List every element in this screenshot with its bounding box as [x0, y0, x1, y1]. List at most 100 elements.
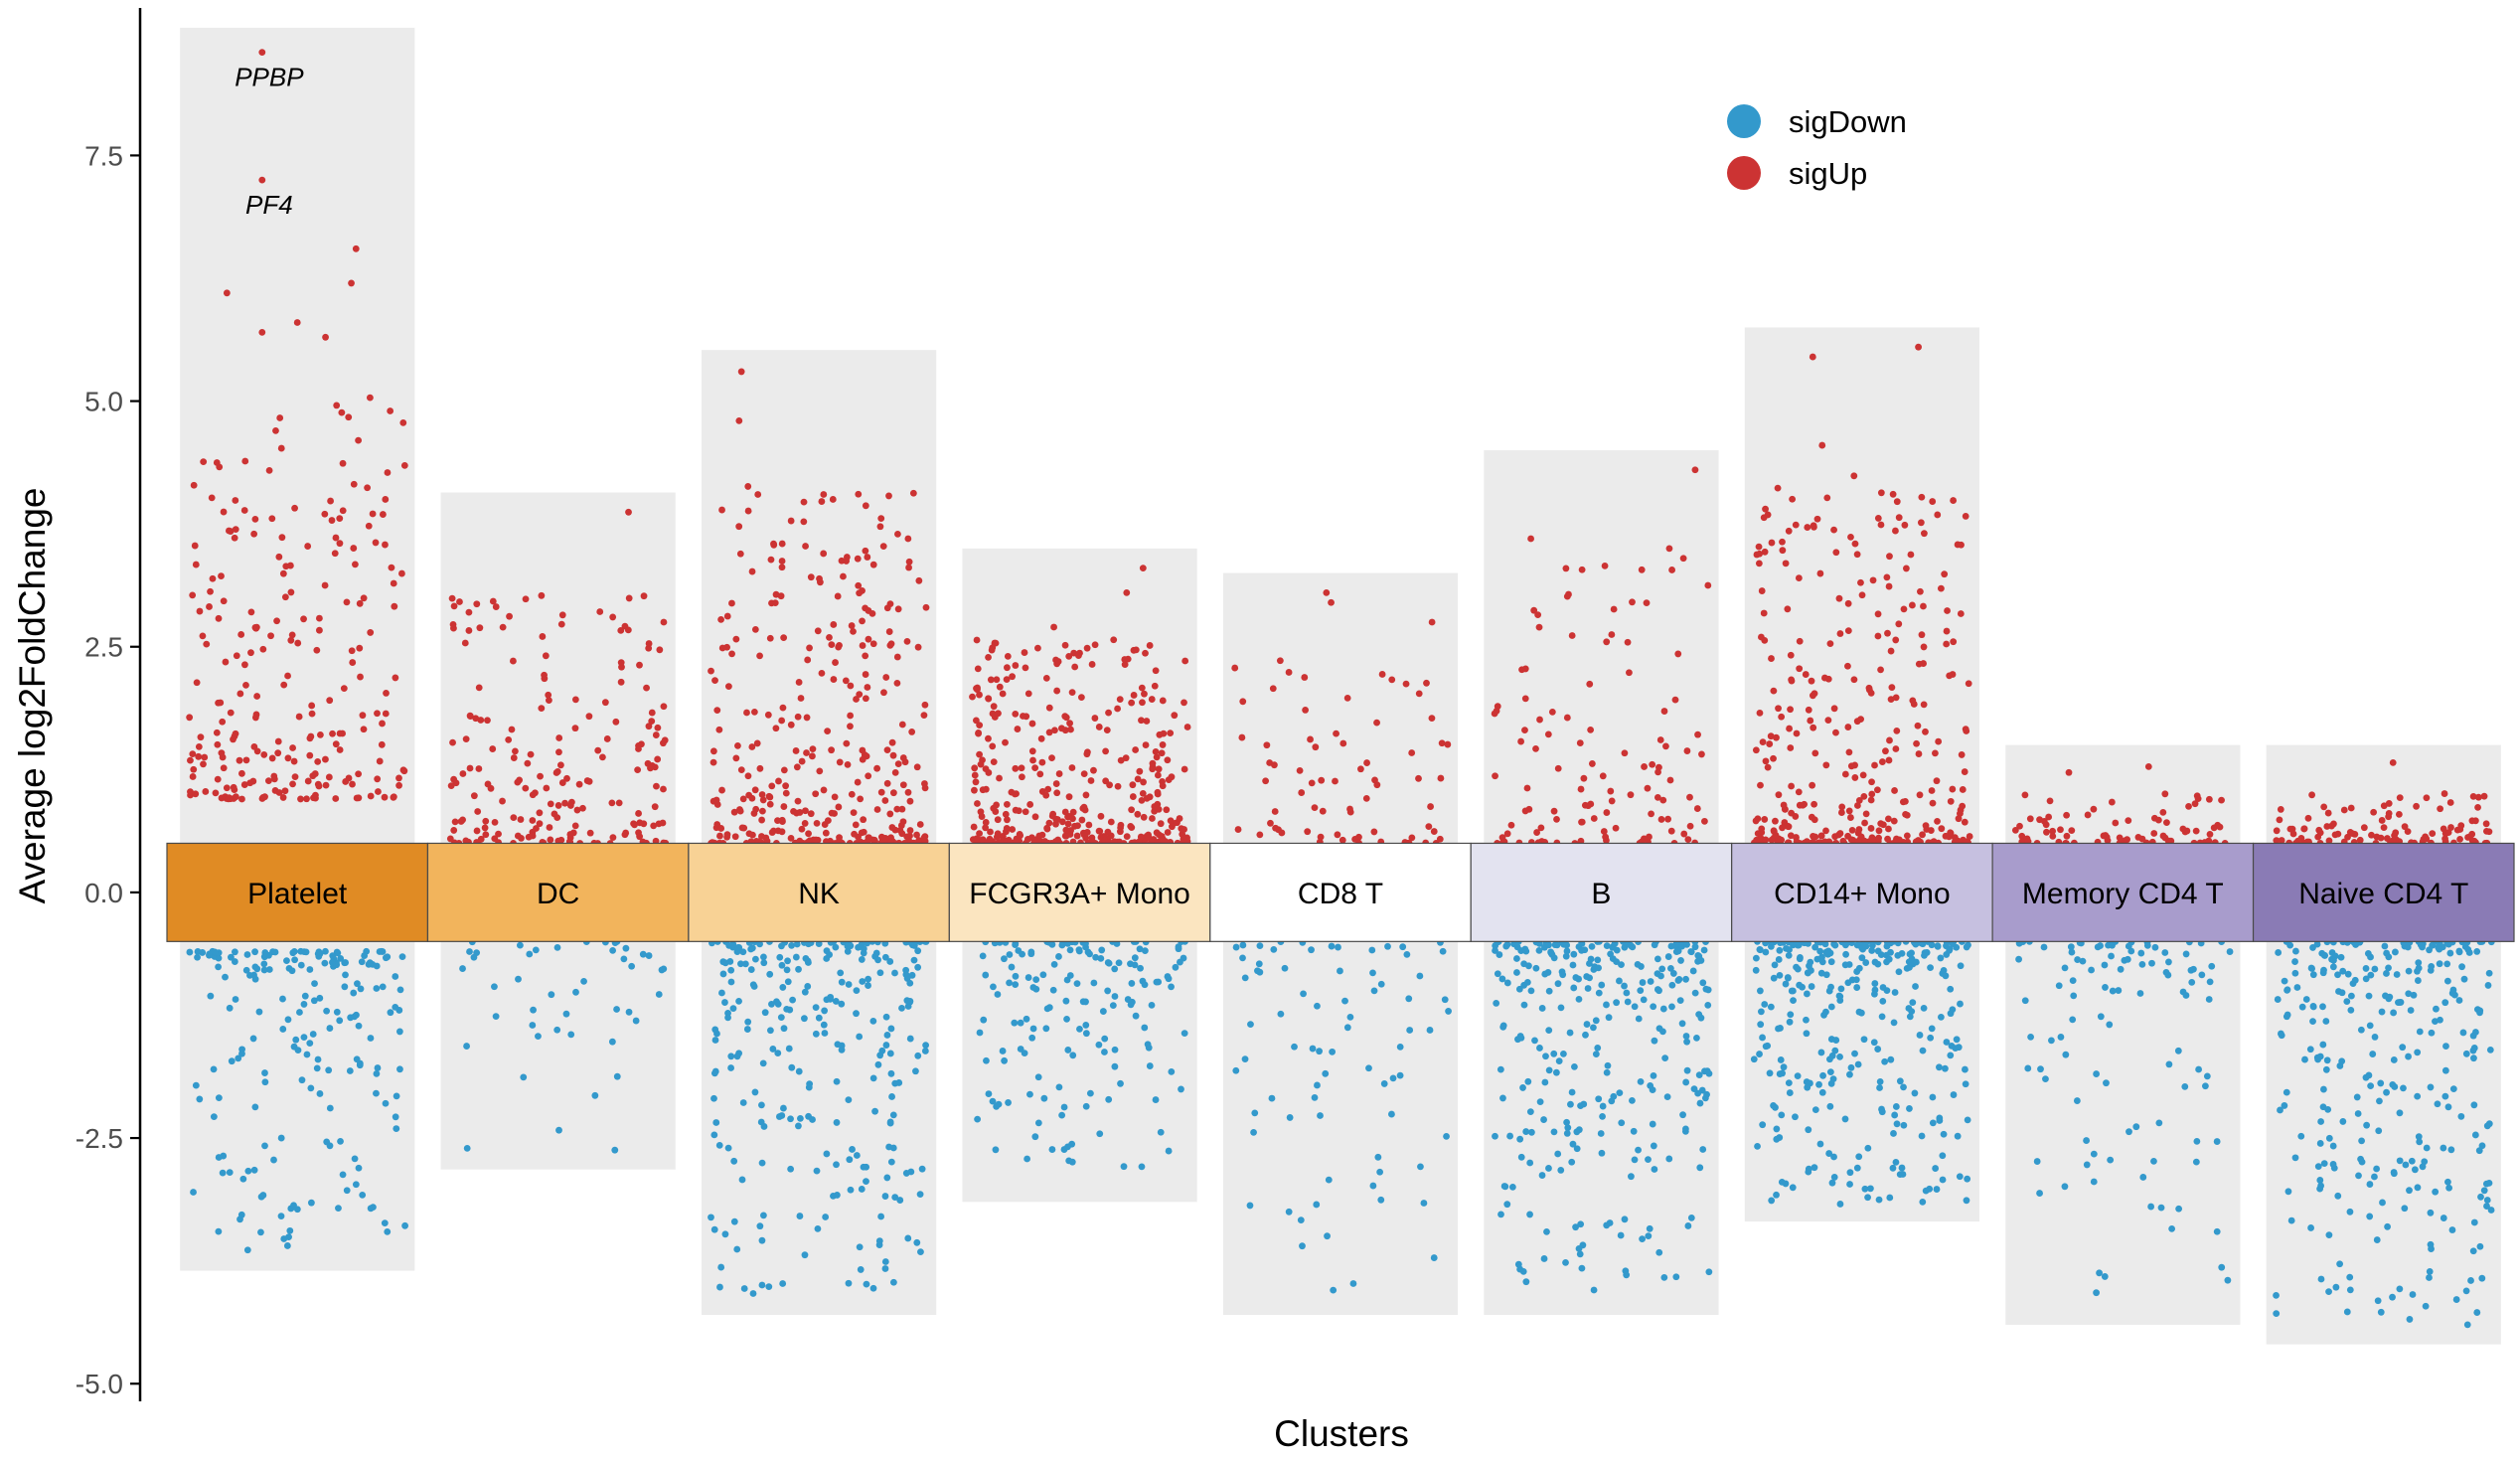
point-up	[869, 561, 877, 568]
point-up	[1346, 805, 1353, 813]
point-up	[225, 795, 233, 803]
point-down	[784, 978, 792, 986]
point-up	[1080, 770, 1088, 778]
point-up	[1521, 665, 1529, 673]
point-down	[255, 1008, 263, 1016]
point-down	[2415, 1133, 2423, 1141]
point-down	[1678, 1020, 1686, 1028]
point-down	[2069, 1016, 2077, 1024]
point-down	[823, 955, 831, 962]
point-up	[1234, 826, 1242, 833]
point-down	[1569, 961, 1577, 969]
point-down	[1895, 968, 1903, 976]
point-down	[914, 1052, 922, 1059]
point-up	[1768, 655, 1775, 662]
point-down	[373, 1070, 381, 1077]
point-up	[316, 614, 323, 622]
point-up	[1304, 828, 1312, 836]
point-down	[833, 1161, 840, 1169]
point-down	[1595, 1095, 1603, 1103]
point-down	[1141, 1024, 1149, 1032]
point-down	[1325, 1176, 1333, 1184]
point-down	[288, 967, 296, 975]
point-down	[2422, 1302, 2430, 1310]
point-down	[2320, 1085, 2327, 1093]
y-tick-label: 0.0	[84, 878, 123, 908]
point-up	[660, 785, 667, 793]
point-up	[990, 758, 998, 766]
point-down	[812, 1030, 820, 1038]
point-down	[2281, 1102, 2288, 1109]
point-up	[209, 574, 217, 582]
legend-label-sigdown: sigDown	[1789, 104, 1907, 139]
point-down	[239, 1175, 247, 1183]
point-up	[388, 564, 395, 571]
point-up	[889, 789, 897, 797]
point-up	[275, 553, 283, 561]
point-up	[238, 769, 245, 777]
point-down	[2467, 1277, 2474, 1284]
point-down	[863, 1178, 869, 1186]
point-down	[1919, 1198, 1927, 1206]
point-down	[1256, 942, 1264, 950]
point-up	[1351, 835, 1358, 843]
point-down	[311, 980, 318, 987]
point-up	[321, 581, 329, 589]
point-up	[1009, 826, 1017, 833]
point-up	[573, 806, 581, 814]
point-down	[2455, 997, 2463, 1004]
point-down	[1792, 1113, 1799, 1121]
point-up	[2049, 827, 2057, 835]
point-down	[1874, 947, 1882, 955]
point-down	[1779, 1069, 1787, 1077]
point-down	[1756, 946, 1764, 953]
point-up	[2360, 824, 2368, 832]
point-down	[2334, 1192, 2342, 1200]
point-up	[1082, 834, 1090, 842]
point-up	[449, 738, 456, 746]
point-up	[1752, 817, 1760, 825]
point-down	[2414, 967, 2421, 975]
point-up	[1877, 521, 1885, 529]
point-down	[2377, 1308, 2385, 1316]
point-up	[847, 723, 854, 730]
point-up	[558, 611, 566, 619]
point-down	[752, 955, 759, 963]
point-down	[1827, 983, 1834, 991]
point-up	[751, 786, 759, 794]
point-up	[277, 444, 285, 452]
point-up	[844, 760, 852, 768]
point-up	[1858, 591, 1866, 599]
point-up	[886, 810, 894, 818]
point-down	[2381, 942, 2389, 950]
point-down	[1761, 1001, 1769, 1008]
cluster-label-platelet: Platelet	[247, 878, 348, 910]
point-down	[353, 1055, 361, 1063]
point-up	[847, 712, 855, 720]
point-down	[2277, 1106, 2284, 1114]
cluster-bg-platelet	[180, 27, 415, 1271]
point-up	[622, 829, 630, 837]
point-up	[1357, 765, 1364, 773]
point-down	[2317, 1182, 2324, 1190]
point-up	[1920, 643, 1928, 651]
point-up	[901, 758, 909, 766]
point-down	[211, 948, 219, 956]
point-down	[2314, 1055, 2322, 1063]
point-down	[1927, 1034, 1935, 1042]
point-down	[1526, 1159, 1534, 1167]
point-up	[472, 715, 480, 723]
point-up	[1123, 833, 1131, 840]
point-up	[1181, 699, 1187, 707]
point-down	[1825, 1150, 1833, 1157]
point-up	[1530, 606, 1538, 614]
point-down	[2274, 996, 2282, 1003]
point-up	[780, 803, 788, 810]
point-down	[1560, 1050, 1567, 1057]
point-down	[1299, 1242, 1306, 1250]
point-up	[1140, 778, 1147, 786]
point-down	[2320, 1160, 2328, 1168]
point-up	[1238, 733, 1246, 741]
point-down	[1104, 987, 1112, 995]
